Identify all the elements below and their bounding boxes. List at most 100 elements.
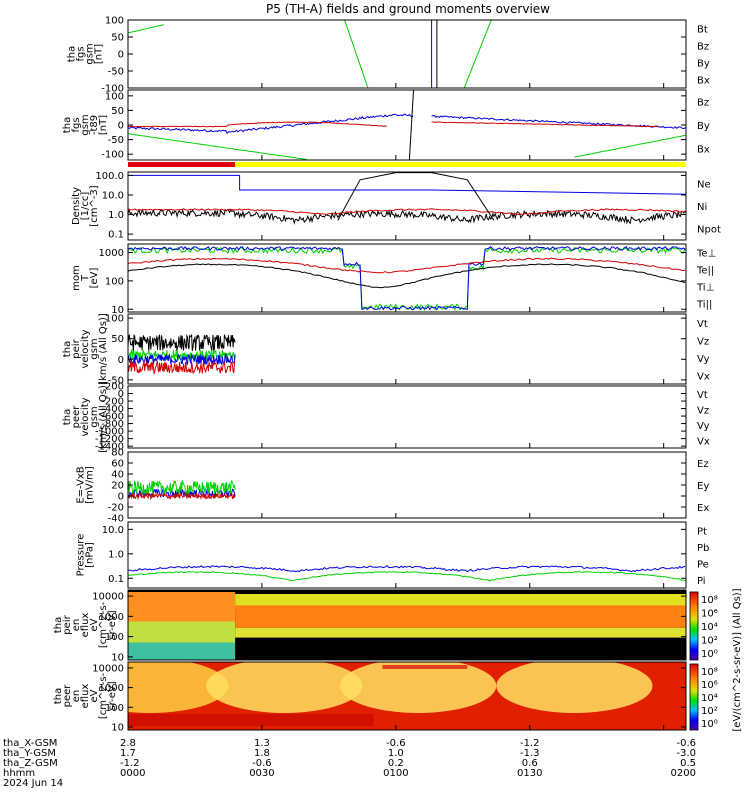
y-tick-label: 10000 [92,592,124,603]
colorbar-label-text: [eV/(cm^2-s-sr-eV)] (All Qs)] [732,588,743,731]
y-tick-label: 20 [111,481,124,492]
y-tick-label: 0.1 [108,230,124,241]
legend-vy: Vy [697,421,710,432]
panel-frame [127,385,687,449]
series-by [128,133,307,160]
y-tick-label: -1200 [95,434,124,445]
x-row-value: 0.5 [680,758,696,769]
series-by [128,24,164,34]
y-axis-label: Density[1/cc][cm^-3] [71,185,100,226]
x-row-value: 0.2 [388,758,404,769]
legend-bx: Bx [697,144,710,155]
legend-bz: Bz [697,98,709,109]
y-tick-label: 60 [111,459,124,470]
y-tick-label: -50 [108,135,124,146]
y-label-line: [nPa] [85,542,96,568]
y-tick-label: 0 [118,355,124,366]
colorbar-tick: 10⁸ [701,595,718,606]
x-row-value: -1.2 [520,738,540,749]
x-row-value: 1.7 [120,748,136,759]
legend-by: By [697,59,710,70]
colorbar-2 [689,663,699,731]
x-row-value: 1.3 [254,738,270,749]
legend-vz: Vz [697,336,709,347]
colorbar-tick: 10⁶ [701,609,718,620]
x-row-value: 0000 [120,768,145,779]
y-label-line: Density [71,187,82,225]
y-label-line: tha [53,688,64,704]
y-tick-label: 80 [111,448,124,459]
y-tick-label: -50 [108,67,124,78]
series-bx [128,113,414,135]
y-tick-label: -1400 [95,442,124,453]
y-tick-label: 40 [111,470,124,481]
legend-ez: Ez [697,459,709,470]
plot-area-density [128,172,686,226]
series-vy [128,348,236,362]
colorbar-1 [689,591,699,661]
y-tick-label: -20 [108,503,124,514]
legend-vx: Vx [697,436,710,447]
legend-te: Te⊥ [696,249,716,260]
panel-peer_en: 10000 1000 100 10 thapeerenefluxeV[cm^2-s-sr… [53,661,687,733]
y-label-line: [mV/m] [85,466,96,504]
y-tick-label: 1000 [99,683,124,694]
colorbar-tick: 10⁴ [701,693,718,704]
colorbar-tick: 10² [701,636,718,647]
legend-bx: Bx [697,76,710,87]
y-tick-label: 0 [118,50,124,61]
legend-vx: Vx [697,371,710,382]
series-by-drop [344,20,369,88]
y-label-line: [cm^-3] [89,185,100,226]
y-label-line: tha [62,409,73,425]
y-label-line: gsm [89,338,100,359]
series-tipar [128,246,686,312]
x-row-label: tha_X-GSM [3,738,57,749]
plot-area-peir_vel [128,333,236,376]
plot-title: P5 (TH-A) fields and ground moments over… [266,2,550,16]
y-axis-label: Pressure[nPa] [76,534,96,577]
y-label-line: [eV] [89,268,100,289]
heatmap-blob-3 [496,662,653,713]
heatmap-band-6 [235,627,686,638]
y-tick-label: 100.0 [95,171,124,182]
legend-pb: Pb [697,543,709,554]
x-row-value: 0200 [671,768,696,779]
x-row-value: 0.6 [522,758,538,769]
y-label-line: peir [71,338,82,358]
legend-vy: Vy [697,354,710,365]
y-label-line: [cm^2-s- [98,601,109,648]
colorbar-tick: 10⁶ [701,680,718,691]
y-label-line: [cm^2-s- [98,672,109,719]
y-label-line: tha [53,617,64,633]
y-label-line: eV [89,618,100,631]
y-label-line: gsm [85,43,96,64]
heatmap-blob-0 [128,662,229,713]
y-tick-label: 0 [118,121,124,132]
colorbar-label: [eV/(cm^2-s-sr-eV)] (All Qs)] [732,588,743,731]
legend-ne: Ne [697,179,711,190]
plot-area-peir_en [128,590,686,660]
series-tepar [128,263,686,289]
x-row-label: tha_Y-GSM [3,748,56,759]
y-label-line: T [80,274,91,282]
mode-bar-slow [128,162,236,167]
plot-area-peer_en [128,662,686,730]
heatmap-band-3 [128,642,236,660]
y-label-line: fgs [76,46,87,61]
panel-density: 100.0 10.0 1.0 0.1 Density[1/cc][cm^-3] Ne Ni N… [71,171,721,241]
x-date: 2024 Jun 14 [3,778,63,789]
y-label-line: E=-VxB [76,466,87,503]
legend-pi: Pi [697,576,706,587]
y-label-line: eflux [80,684,91,709]
plot-area-fgs_t89 [128,90,686,160]
mode-bar [128,162,687,167]
panel-frame [127,19,687,89]
y-tick-label: 100 [105,276,124,287]
